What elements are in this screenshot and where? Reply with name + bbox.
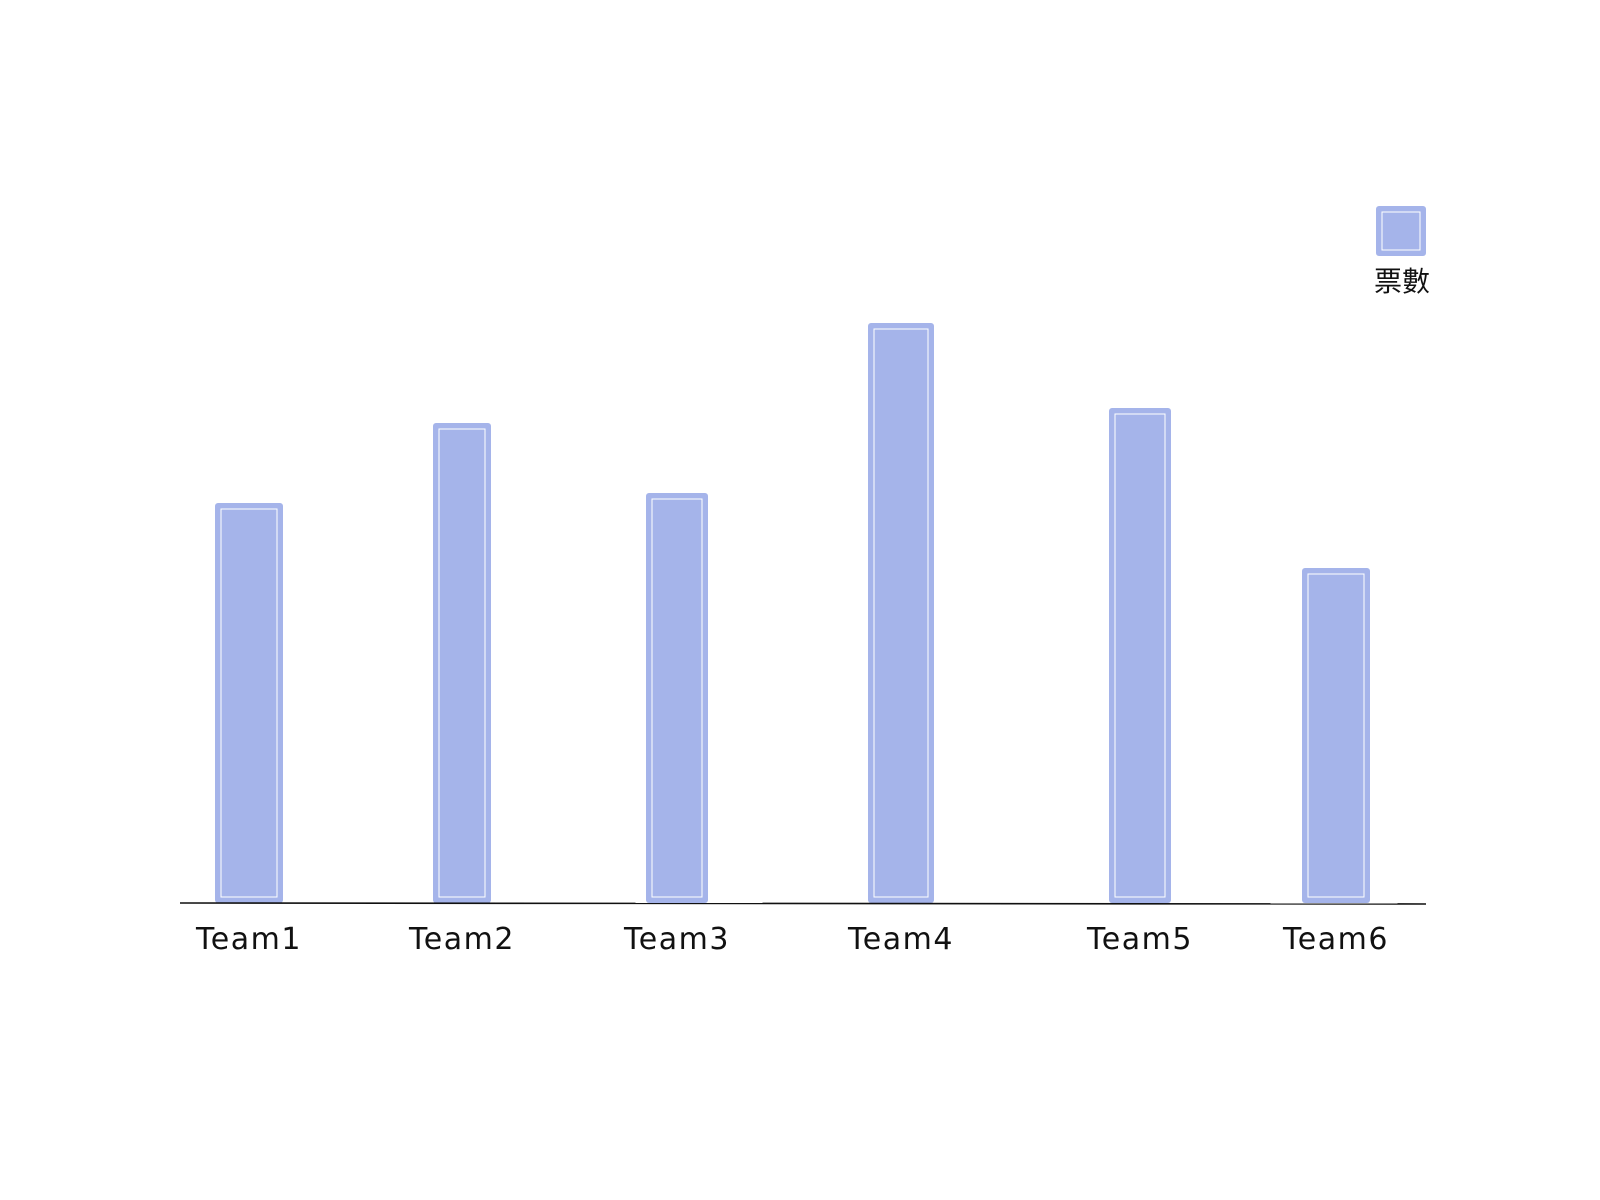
bar-inner-outline-team4	[873, 328, 929, 898]
bar-inner-outline-team6	[1307, 573, 1365, 898]
legend-swatch-inner	[1381, 211, 1421, 251]
x-tick-label-team2: Team2	[408, 922, 515, 957]
x-axis-line	[179, 902, 1427, 905]
x-tick-label-team4: Team4	[847, 922, 954, 957]
bar-team5	[1109, 408, 1171, 903]
x-tick-label-team1: Team1	[195, 922, 302, 957]
bar-inner-outline-team3	[651, 498, 703, 898]
legend-label: 票數	[1374, 265, 1430, 298]
bar-team4	[868, 323, 934, 903]
bar-inner-outline-team2	[438, 428, 486, 898]
bar-team2	[433, 423, 491, 903]
bar-team1	[215, 503, 283, 903]
bar-team3	[646, 493, 708, 903]
bar-inner-outline-team5	[1114, 413, 1166, 898]
legend: 票數	[1374, 206, 1430, 298]
x-tick-labels: Team1 Team2 Team3 Team4 Team5 Team6	[195, 922, 1389, 957]
bar-inner-outline-team1	[220, 508, 278, 898]
x-tick-label-team3: Team3	[623, 922, 730, 957]
x-tick-label-team5: Team5	[1086, 922, 1193, 957]
bars-layer	[215, 323, 1370, 903]
x-tick-label-team6: Team6	[1282, 922, 1389, 957]
legend-swatch	[1376, 206, 1426, 256]
bar-team6	[1302, 568, 1370, 903]
